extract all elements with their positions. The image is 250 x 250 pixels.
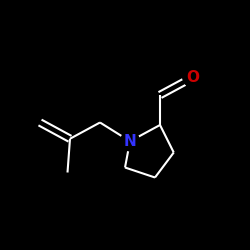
Circle shape bbox=[183, 68, 202, 87]
Text: O: O bbox=[186, 70, 199, 85]
Text: N: N bbox=[124, 134, 136, 149]
Circle shape bbox=[120, 132, 140, 151]
